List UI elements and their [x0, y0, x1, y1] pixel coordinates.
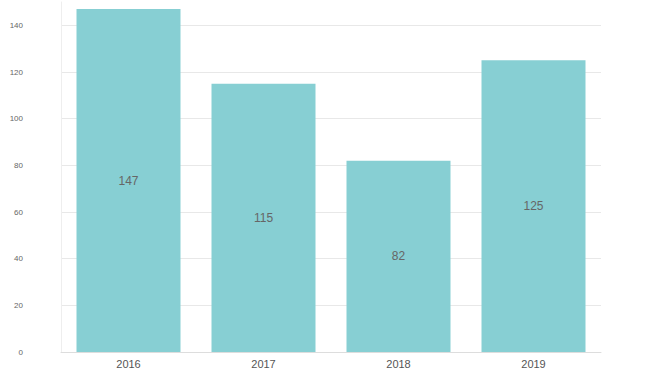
svg-text:2019: 2019	[521, 358, 545, 370]
svg-text:100: 100	[10, 114, 24, 123]
svg-text:2016: 2016	[116, 358, 140, 370]
svg-text:82: 82	[392, 249, 406, 263]
svg-text:60: 60	[14, 208, 23, 217]
svg-text:120: 120	[10, 68, 24, 77]
svg-text:2017: 2017	[251, 358, 275, 370]
svg-text:20: 20	[14, 301, 23, 310]
svg-text:147: 147	[118, 174, 138, 188]
svg-text:0: 0	[19, 348, 24, 357]
svg-text:115: 115	[254, 211, 273, 225]
svg-text:140: 140	[10, 21, 24, 30]
svg-text:40: 40	[14, 254, 23, 263]
svg-text:80: 80	[14, 161, 23, 170]
svg-text:2018: 2018	[386, 358, 410, 370]
svg-text:125: 125	[523, 199, 543, 213]
